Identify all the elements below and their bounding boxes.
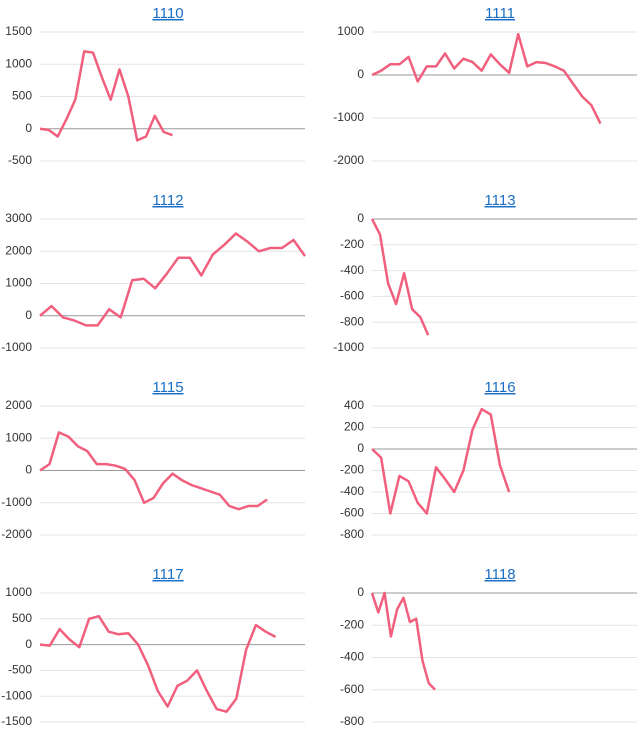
y-tick-label: -1000 [333, 340, 364, 354]
y-tick-label: -600 [340, 506, 364, 520]
y-tick-label: 1000 [5, 585, 32, 599]
y-tick-label: 1000 [5, 276, 32, 290]
y-tick-label: -500 [8, 153, 32, 167]
data-line [39, 232, 307, 327]
y-tick-label: -800 [340, 314, 364, 328]
y-tick-label: -600 [340, 682, 364, 696]
y-tick-label: -2000 [333, 153, 364, 167]
y-tick-label: 500 [12, 611, 32, 625]
y-tick-label: -200 [340, 617, 364, 631]
y-tick-label: 1000 [337, 24, 364, 38]
y-tick-label: 200 [344, 420, 364, 434]
data-line [39, 50, 173, 142]
y-tick-label: 0 [357, 67, 364, 81]
chart-title[interactable]: 1113 [484, 192, 515, 209]
y-tick-label: -800 [340, 714, 364, 728]
y-tick-label: -200 [340, 237, 364, 251]
data-line [39, 431, 268, 511]
y-tick-label: 3000 [5, 211, 32, 225]
data-line [370, 218, 430, 336]
y-tick-label: 1500 [5, 24, 32, 38]
y-tick-label: 1000 [5, 430, 32, 444]
y-tick-label: 0 [357, 585, 364, 599]
y-tick-label: 0 [357, 441, 364, 455]
y-tick-label: 2000 [5, 398, 32, 412]
chart-title[interactable]: 1116 [484, 379, 515, 396]
y-tick-label: 0 [357, 211, 364, 225]
data-line [39, 614, 277, 713]
y-tick-label: -800 [340, 527, 364, 541]
y-tick-label: 1000 [5, 56, 32, 70]
y-tick-label: 0 [25, 637, 32, 651]
data-line [371, 32, 602, 125]
chart-title[interactable]: 1110 [152, 5, 183, 22]
data-line [370, 591, 436, 691]
chart-title[interactable]: 1117 [152, 566, 183, 583]
y-tick-label: 0 [25, 308, 32, 322]
y-tick-label: 0 [25, 121, 32, 135]
y-tick-label: -1000 [333, 110, 364, 124]
chart-title[interactable]: 1118 [484, 566, 515, 583]
y-tick-label: -200 [340, 463, 364, 477]
y-tick-label: -600 [340, 289, 364, 303]
y-tick-label: 0 [25, 463, 32, 477]
y-tick-label: -1000 [1, 688, 32, 702]
y-tick-label: -500 [8, 663, 32, 677]
y-tick-label: -2000 [1, 527, 32, 541]
chart-title[interactable]: 1115 [152, 379, 183, 396]
data-line [371, 407, 511, 515]
y-tick-label: 2000 [5, 243, 32, 257]
chart-title[interactable]: 1112 [152, 192, 183, 209]
y-tick-label: 400 [344, 398, 364, 412]
y-tick-label: -1500 [1, 714, 32, 728]
y-tick-label: -1000 [1, 340, 32, 354]
y-tick-label: -400 [340, 263, 364, 277]
y-tick-label: -400 [340, 484, 364, 498]
y-tick-label: -400 [340, 650, 364, 664]
y-tick-label: -1000 [1, 495, 32, 509]
y-tick-label: 500 [12, 89, 32, 103]
chart-title[interactable]: 1111 [485, 5, 515, 22]
